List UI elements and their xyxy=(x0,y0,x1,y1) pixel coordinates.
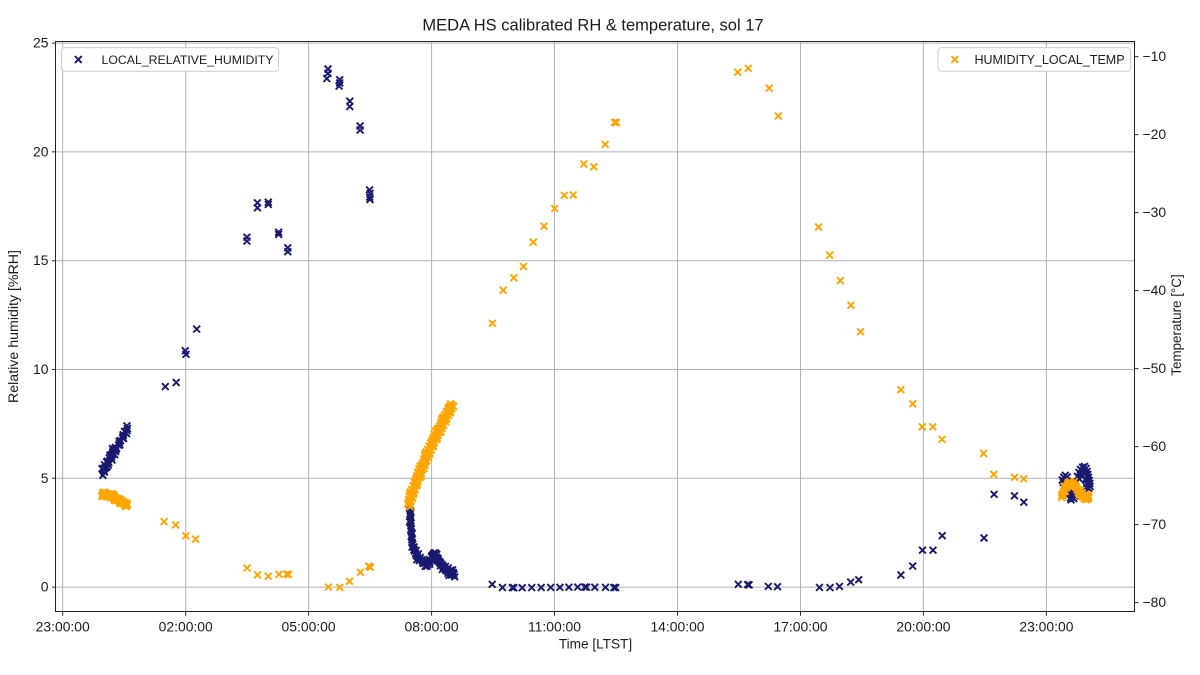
svg-text:23:00:00: 23:00:00 xyxy=(1019,619,1073,635)
svg-text:0: 0 xyxy=(41,579,49,595)
svg-text:5: 5 xyxy=(41,470,49,486)
svg-text:05:00:00: 05:00:00 xyxy=(282,619,336,635)
svg-text:MEDA HS calibrated RH & temper: MEDA HS calibrated RH & temperature, sol… xyxy=(422,17,763,35)
svg-text:11:00:00: 11:00:00 xyxy=(528,619,581,635)
svg-text:20: 20 xyxy=(33,143,49,159)
svg-text:08:00:00: 08:00:00 xyxy=(405,619,459,635)
svg-text:14:00:00: 14:00:00 xyxy=(650,619,704,635)
svg-text:25: 25 xyxy=(33,35,49,51)
svg-text:−70: −70 xyxy=(1143,516,1167,532)
svg-text:17:00:00: 17:00:00 xyxy=(773,619,827,635)
svg-text:Temperature [°C]: Temperature [°C] xyxy=(1169,274,1184,375)
svg-text:−20: −20 xyxy=(1143,126,1167,142)
svg-text:15: 15 xyxy=(33,252,49,268)
svg-text:−50: −50 xyxy=(1143,360,1167,376)
svg-text:23:00:00: 23:00:00 xyxy=(36,619,90,635)
svg-text:Time [LTST]: Time [LTST] xyxy=(559,637,632,652)
svg-text:10: 10 xyxy=(33,361,49,377)
svg-text:LOCAL_RELATIVE_HUMIDITY: LOCAL_RELATIVE_HUMIDITY xyxy=(102,53,274,67)
svg-text:−30: −30 xyxy=(1143,204,1167,220)
svg-text:Relative humidity [%RH]: Relative humidity [%RH] xyxy=(6,250,22,403)
svg-text:−40: −40 xyxy=(1143,282,1167,298)
svg-text:−10: −10 xyxy=(1143,48,1167,64)
svg-text:20:00:00: 20:00:00 xyxy=(896,619,950,635)
svg-text:02:00:00: 02:00:00 xyxy=(159,619,213,635)
svg-text:−80: −80 xyxy=(1143,594,1167,610)
svg-text:−60: −60 xyxy=(1143,438,1167,454)
svg-text:HUMIDITY_LOCAL_TEMP: HUMIDITY_LOCAL_TEMP xyxy=(975,53,1125,67)
